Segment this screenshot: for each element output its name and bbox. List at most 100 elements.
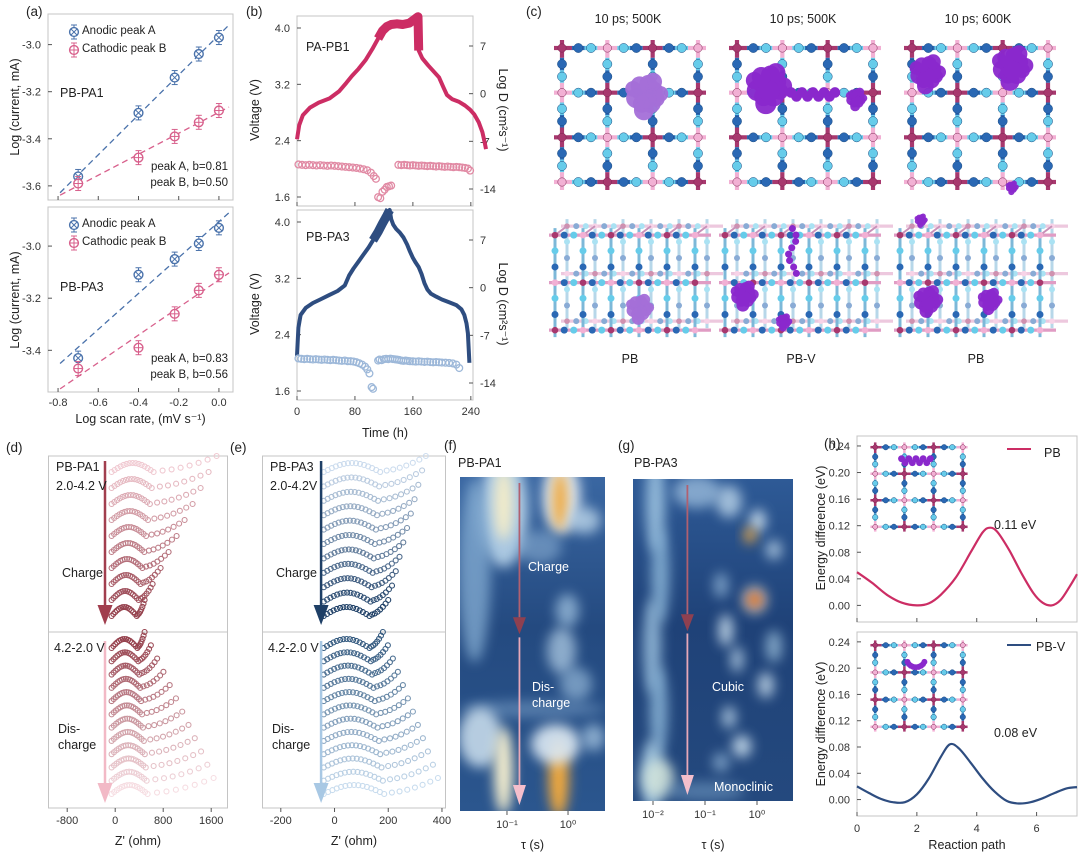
- svg-text:0.12: 0.12: [829, 716, 850, 728]
- lattice-2d-pb-2: [904, 40, 1056, 196]
- h2-ylabel: Energy difference (eV): [814, 661, 829, 787]
- svg-text:3.2: 3.2: [275, 273, 290, 285]
- a-ylabel-bottom: Log (current, mA): [8, 251, 23, 349]
- svg-text:-14: -14: [480, 184, 496, 196]
- svg-text:0.24: 0.24: [829, 637, 850, 649]
- d-xlabel: Z' (ohm): [114, 834, 162, 848]
- svg-text:0.16: 0.16: [829, 689, 850, 701]
- e-xlabel: Z' (ohm): [330, 834, 378, 848]
- a2-dataset-label: PB-PA3: [60, 280, 104, 294]
- e-voltage-range-charge: 2.0-4.2V: [270, 479, 318, 493]
- svg-text:-200: -200: [270, 815, 292, 827]
- a2-legend-cathodic: Cathodic peak B: [82, 236, 167, 248]
- nyquist-waterfall-pbpa3: -200 0 200 400: [262, 452, 451, 827]
- a-ylabel-top: Log (current, mA): [8, 58, 23, 156]
- g-dataset-label: PB-PA3: [634, 456, 678, 470]
- svg-text:0: 0: [331, 815, 337, 827]
- a2-bvalue-peakB: peak B, b=0.56: [150, 369, 228, 381]
- svg-text:10⁰: 10⁰: [560, 819, 577, 831]
- a-xlabel: Log scan rate, (mV s⁻¹): [75, 412, 206, 426]
- svg-text:0.00: 0.00: [829, 795, 850, 807]
- svg-text:-3.6: -3.6: [22, 181, 41, 193]
- svg-text:240: 240: [462, 406, 480, 418]
- svg-text:0.20: 0.20: [829, 663, 850, 675]
- h2-legend-pbv: PB-V: [1036, 640, 1066, 654]
- a1-bvalue-peakA: peak A, b=0.81: [150, 161, 228, 173]
- e-charge-label: Charge: [276, 566, 317, 580]
- svg-text:10⁻¹: 10⁻¹: [496, 819, 518, 831]
- g-monoclinic-phase-label: Monoclinic: [714, 780, 774, 794]
- c-structure-name-2: PB-V: [786, 352, 816, 366]
- svg-text:0.0: 0.0: [211, 397, 226, 409]
- svg-text:7: 7: [480, 41, 486, 53]
- svg-text:1600: 1600: [199, 815, 223, 827]
- svg-text:7: 7: [480, 235, 486, 247]
- svg-text:3.2: 3.2: [275, 79, 290, 91]
- b1-ylabel-right: Log D (cm²s⁻¹): [495, 68, 510, 152]
- svg-text:0.04: 0.04: [829, 768, 850, 780]
- e-discharge-label: Dis- charge: [272, 722, 311, 752]
- svg-text:2.4: 2.4: [275, 330, 290, 342]
- svg-text:0.08: 0.08: [829, 547, 850, 559]
- panel-e-label: (e): [230, 440, 247, 455]
- c-structure-name-3: PB: [967, 352, 985, 366]
- f-discharge-label: Dis- charge: [532, 680, 571, 710]
- svg-text:10⁻²: 10⁻²: [642, 809, 664, 821]
- svg-text:-3.4: -3.4: [22, 345, 41, 357]
- b2-ylabel-right: Log D (cm²s⁻¹): [495, 262, 510, 346]
- d-voltage-range-charge: 2.0-4.2 V: [56, 479, 107, 493]
- svg-text:800: 800: [154, 815, 172, 827]
- svg-text:0: 0: [480, 283, 486, 295]
- svg-text:1.6: 1.6: [275, 192, 290, 204]
- e-dataset-label: PB-PA3: [270, 460, 314, 474]
- lattice-3d-pb-2: [894, 213, 1068, 338]
- c-condition-1: 10 ps; 500K: [594, 12, 662, 26]
- svg-text:4: 4: [974, 823, 980, 835]
- panel-c-label: (c): [526, 4, 542, 19]
- svg-text:-0.4: -0.4: [129, 397, 148, 409]
- c-condition-2: 10 ps; 500K: [769, 12, 837, 26]
- h1-legend-pb: PB: [1044, 446, 1061, 460]
- svg-text:2: 2: [914, 823, 920, 835]
- b-xlabel: Time (h): [361, 426, 409, 440]
- d-dataset-label: PB-PA1: [56, 460, 100, 474]
- svg-text:0.16: 0.16: [829, 494, 850, 506]
- svg-text:1.6: 1.6: [275, 386, 290, 398]
- drt-heatmap-pbpa1: 10⁻¹ 10⁰: [460, 477, 605, 831]
- svg-text:0.00: 0.00: [829, 600, 850, 612]
- d-charge-label: Charge: [62, 566, 103, 580]
- svg-text:-7: -7: [480, 330, 490, 342]
- svg-text:0: 0: [480, 89, 486, 101]
- lattice-2d-pb-1: [554, 40, 706, 190]
- svg-text:10⁰: 10⁰: [749, 809, 766, 821]
- e-voltage-range-discharge: 4.2-2.0 V: [268, 641, 319, 655]
- h1-barrier-value: 0.11 eV: [994, 518, 1037, 532]
- gitt-chart-papb1: 4.03.22.41.670-7-14: [275, 12, 496, 207]
- svg-text:4.0: 4.0: [275, 217, 290, 229]
- h2-barrier-value: 0.08 eV: [994, 726, 1038, 740]
- svg-text:-0.2: -0.2: [169, 397, 188, 409]
- b2-dataset-label: PB-PA3: [306, 230, 350, 244]
- scatter-chart-pbpa1: -3.0 -3.2 -3.4 -3.6: [22, 13, 234, 201]
- svg-text:-3.4: -3.4: [22, 134, 41, 146]
- a1-dataset-label: PB-PA1: [60, 86, 104, 100]
- svg-text:0: 0: [854, 823, 860, 835]
- f-xlabel: τ (s): [521, 838, 544, 852]
- a1-bvalue-peakB: peak B, b=0.50: [150, 177, 228, 189]
- svg-text:-0.6: -0.6: [89, 397, 108, 409]
- svg-text:-3.2: -3.2: [22, 87, 41, 99]
- panel-d-label: (d): [6, 440, 23, 455]
- panel-b-label: (b): [246, 4, 263, 19]
- svg-text:0.12: 0.12: [829, 521, 850, 533]
- svg-text:6: 6: [1034, 823, 1040, 835]
- drt-heatmap-pbpa3: 10⁻² 10⁻¹ 10⁰: [633, 479, 793, 821]
- d-voltage-range-discharge: 4.2-2.0 V: [54, 641, 105, 655]
- svg-text:2.4: 2.4: [275, 136, 290, 148]
- scatter-chart-pbpa3: -3.0 -3.2 -3.4 -0.8 -0.6 -0.4 -0.2 0.0: [22, 206, 234, 409]
- panel-h-label: (h): [824, 436, 841, 451]
- lattice-3d-pb-1: [549, 219, 723, 338]
- lattice-inset-pb: [870, 442, 968, 532]
- svg-text:0: 0: [112, 815, 118, 827]
- panel-g-label: (g): [618, 438, 635, 453]
